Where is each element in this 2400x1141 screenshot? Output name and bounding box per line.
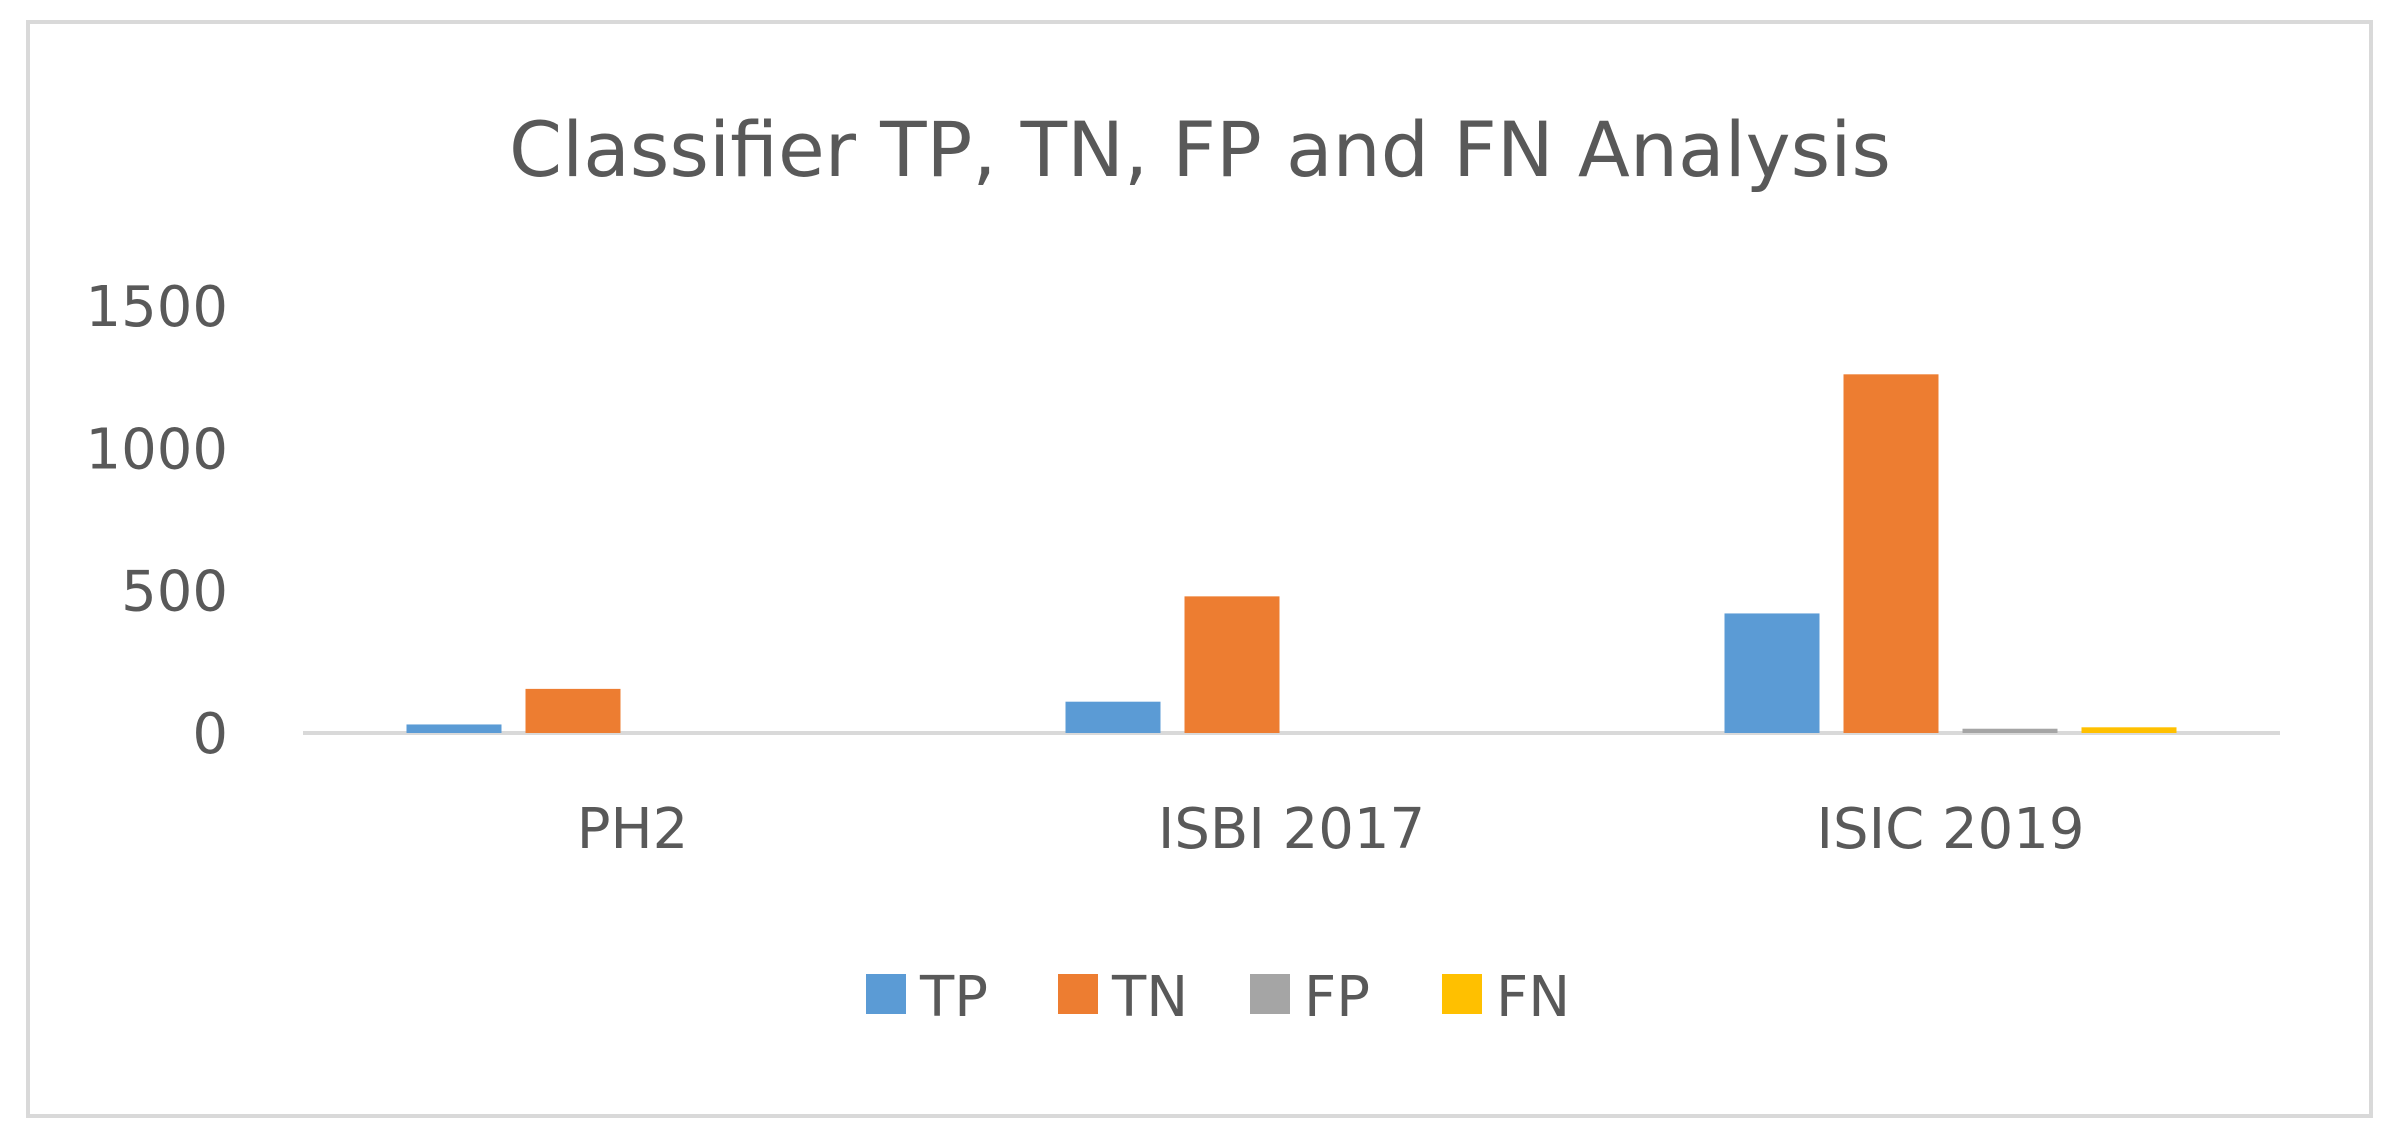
chart-title: Classifier TP, TN, FP and FN Analysis: [509, 105, 1891, 194]
bars: [406, 374, 2177, 733]
y-axis-ticks: 0 500 1000 1500: [85, 275, 228, 767]
legend-swatch: [1250, 974, 1290, 1014]
x-category-label: ISBI 2017: [1158, 797, 1425, 862]
legend-swatch: [1058, 974, 1098, 1014]
bar-tp-ph2: [406, 724, 502, 733]
legend-label: TN: [1111, 965, 1188, 1030]
legend: TP TN FP FN: [866, 965, 1570, 1030]
bar-tn-isic-2019: [1843, 374, 1939, 733]
bar-tn-isbi-2017: [1184, 596, 1280, 733]
x-category-label: PH2: [577, 797, 689, 862]
legend-swatch: [1442, 974, 1482, 1014]
y-tick-label: 500: [121, 560, 228, 625]
x-axis-labels: PH2 ISBI 2017 ISIC 2019: [577, 797, 2085, 862]
bar-fp-isic-2019: [1962, 728, 2058, 733]
legend-item-fn: FN: [1442, 965, 1570, 1030]
y-tick-label: 1000: [85, 417, 228, 482]
bar-tp-isic-2019: [1724, 613, 1820, 733]
legend-label: FP: [1304, 965, 1370, 1030]
bar-tn-ph2: [525, 688, 621, 733]
legend-item-tn: TN: [1058, 965, 1188, 1030]
y-tick-label: 1500: [85, 275, 228, 340]
x-category-label: ISIC 2019: [1817, 797, 2085, 862]
y-tick-label: 0: [192, 702, 228, 767]
legend-item-tp: TP: [866, 965, 988, 1030]
legend-label: TP: [919, 965, 988, 1030]
legend-label: FN: [1496, 965, 1570, 1030]
legend-item-fp: FP: [1250, 965, 1370, 1030]
bar-fn-isic-2019: [2081, 727, 2177, 733]
chart-frame: [26, 20, 2373, 1118]
legend-swatch: [866, 974, 906, 1014]
bar-tp-isbi-2017: [1065, 701, 1161, 733]
